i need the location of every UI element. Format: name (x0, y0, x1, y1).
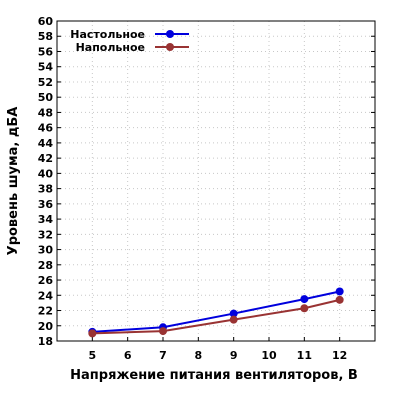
legend-marker (166, 43, 174, 51)
x-tick-label: 6 (124, 349, 132, 362)
data-point (300, 295, 309, 304)
legend-label: Напольное (76, 41, 145, 54)
axis-ticks: 5 6 7 8 9 10 11 1218202224262830323436384042444… (38, 15, 375, 362)
x-tick-label: 10 (261, 349, 277, 362)
data-point (229, 309, 238, 318)
y-tick-label: 52 (38, 76, 53, 89)
y-tick-label: 32 (38, 228, 53, 241)
legend-marker (166, 30, 174, 38)
data-point (229, 315, 238, 324)
y-tick-label: 24 (38, 289, 54, 302)
x-tick-label: 9 (230, 349, 238, 362)
y-tick-label: 28 (38, 259, 53, 272)
legend-label: Настольное (70, 28, 145, 41)
y-tick-label: 40 (38, 167, 54, 180)
y-tick-label: 46 (38, 122, 54, 135)
y-tick-label: 34 (38, 213, 54, 226)
plot-frame (56, 20, 376, 342)
data-point (88, 329, 97, 338)
y-tick-label: 22 (38, 305, 53, 318)
series-lines (88, 287, 344, 338)
y-tick-label: 26 (38, 274, 54, 287)
data-point (335, 295, 344, 304)
y-tick-label: 36 (38, 198, 54, 211)
y-tick-label: 58 (38, 30, 53, 43)
y-tick-label: 42 (38, 152, 53, 165)
x-tick-label: 5 (89, 349, 97, 362)
y-tick-label: 18 (38, 335, 53, 348)
y-tick-label: 38 (38, 183, 53, 196)
y-tick-label: 48 (38, 106, 53, 119)
y-axis-title: Уровень шума, дБА (6, 107, 21, 256)
y-tick-label: 30 (38, 244, 54, 257)
data-point (159, 327, 167, 336)
y-tick-label: 44 (38, 137, 54, 150)
y-tick-label: 60 (38, 15, 54, 28)
y-tick-label: 20 (38, 320, 54, 333)
data-point (335, 287, 344, 296)
x-tick-label: 12 (332, 349, 347, 362)
y-tick-label: 54 (38, 61, 54, 74)
x-tick-label: 11 (297, 349, 312, 362)
grid (57, 21, 375, 341)
y-tick-label: 50 (38, 91, 54, 104)
x-axis-title: Напряжение питания вентиляторов, В (70, 368, 358, 383)
x-tick-label: 8 (195, 349, 203, 362)
data-point (300, 304, 309, 313)
x-tick-label: 7 (159, 349, 167, 362)
y-tick-label: 56 (38, 45, 54, 58)
